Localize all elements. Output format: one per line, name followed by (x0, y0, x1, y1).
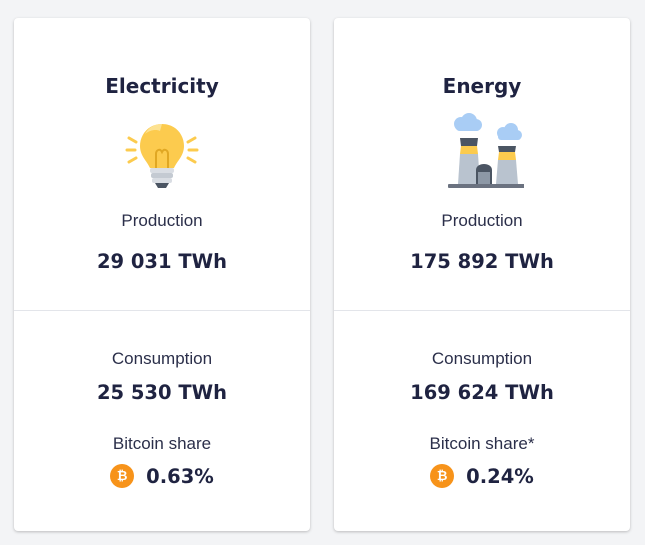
production-value: 29 031 TWh (96, 250, 228, 273)
consumption-value: 25 530 TWh (96, 381, 228, 404)
power-plant-icon (448, 113, 524, 188)
bitcoin-share-value: 0.63% (146, 464, 214, 488)
consumption-value: 169 624 TWh (410, 381, 554, 404)
bitcoin-share-label: Bitcoin share (112, 434, 212, 453)
production-label: Production (441, 211, 523, 230)
energy-card: Energy (334, 18, 630, 531)
consumption-label: Consumption (111, 349, 213, 368)
electricity-card: Electricity Production 29 031 TWh (14, 18, 310, 531)
production-value: 175 892 TWh (410, 250, 554, 273)
bitcoin-share-label: Bitcoin share* (429, 434, 535, 453)
bitcoin-share-value: 0.24% (466, 464, 534, 488)
card-title: Energy (442, 74, 522, 98)
card-title: Electricity (105, 74, 219, 98)
bitcoin-share-row: ₿ 0.63% (14, 464, 310, 488)
bitcoin-share-row: ₿ 0.24% (334, 464, 630, 488)
bitcoin-icon: ₿ (110, 464, 135, 488)
production-label: Production (121, 211, 203, 230)
lightbulb-icon (125, 124, 199, 188)
card-divider (14, 310, 310, 311)
card-divider (334, 310, 630, 311)
bitcoin-icon: ₿ (430, 464, 455, 488)
consumption-label: Consumption (431, 349, 533, 368)
